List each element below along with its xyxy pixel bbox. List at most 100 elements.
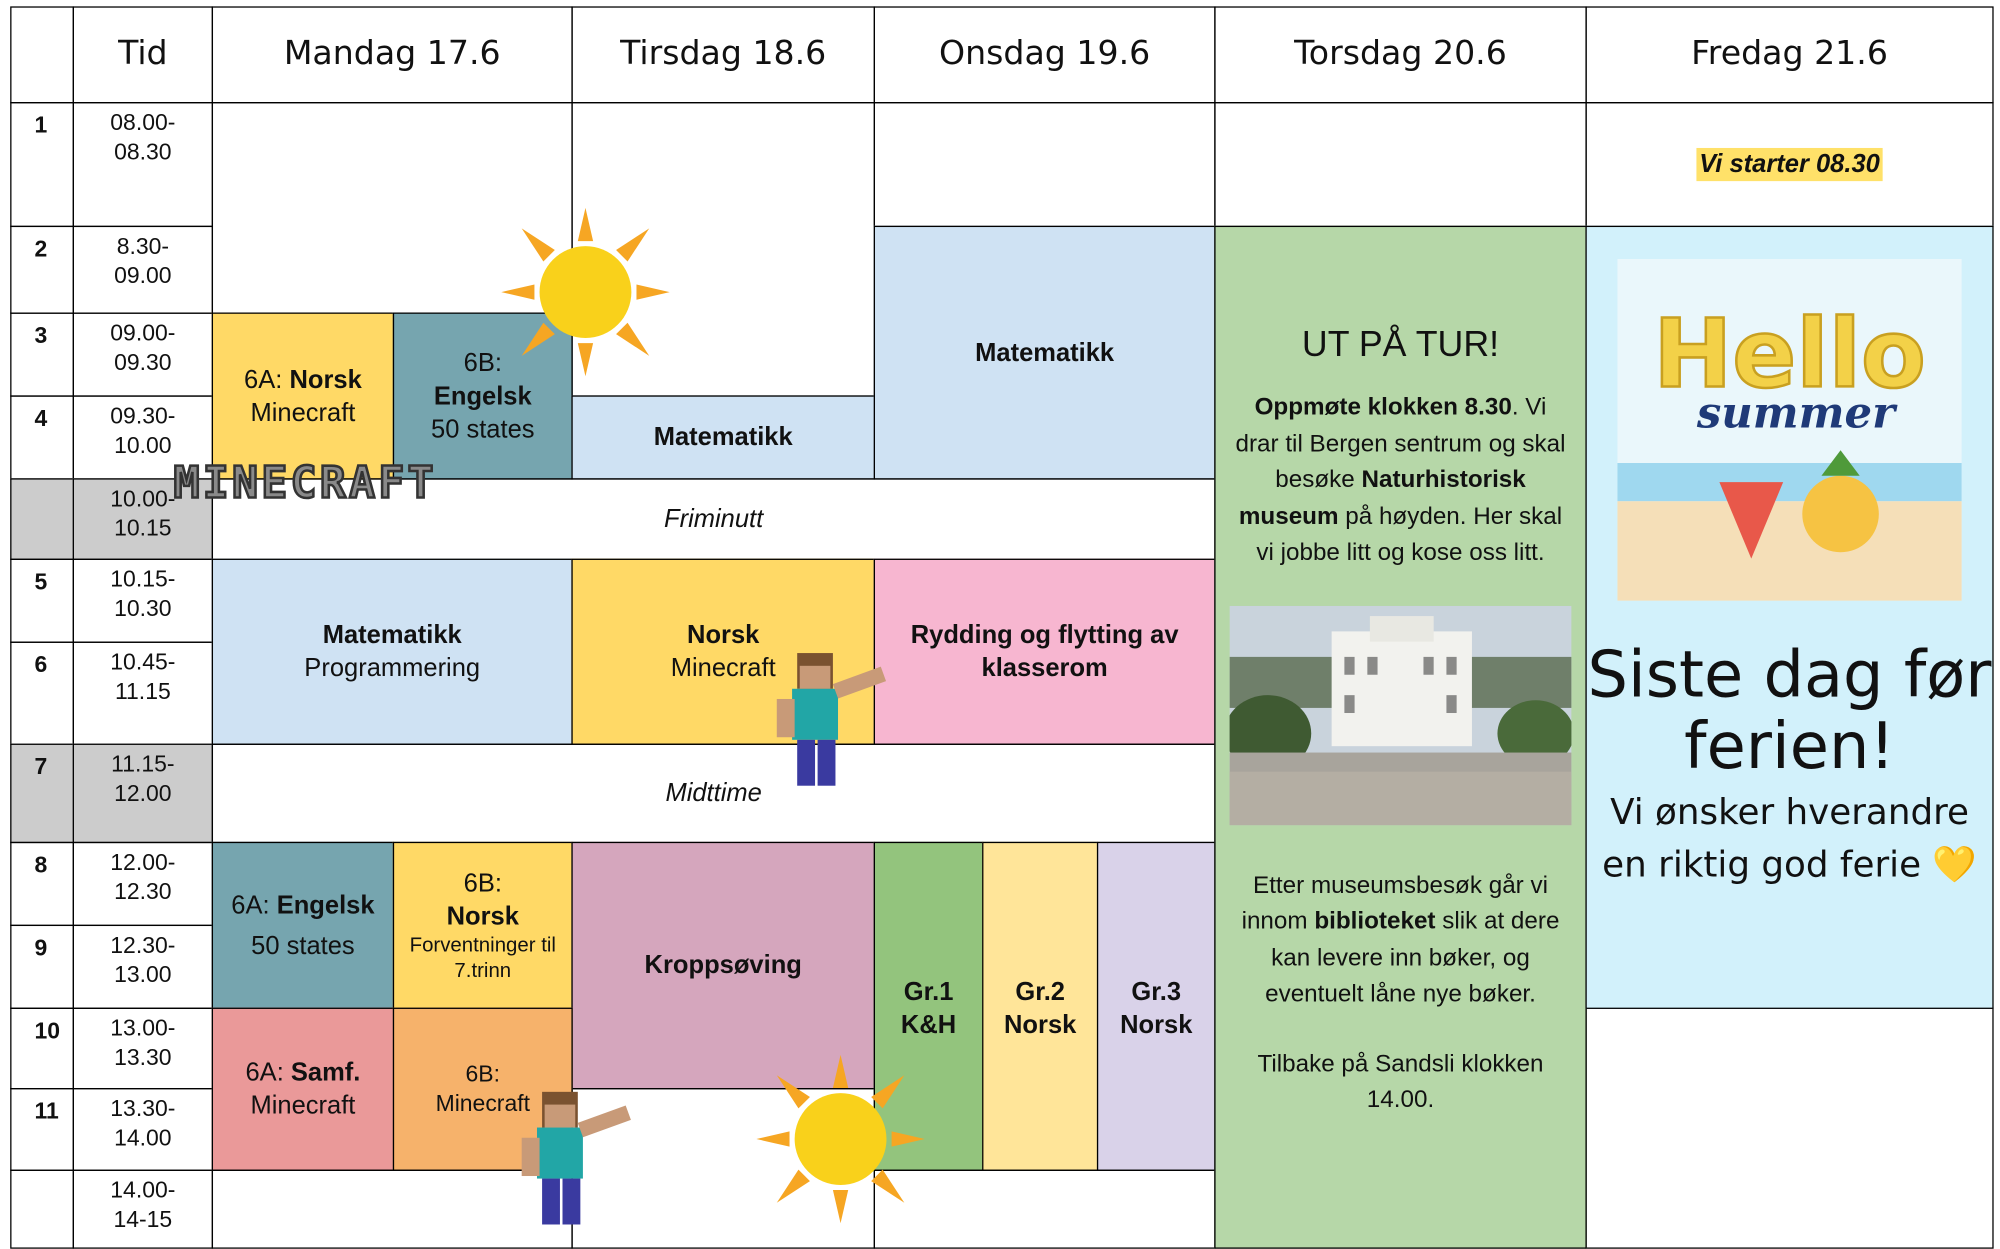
time-line: 12.30 [114, 879, 172, 905]
header-cell: Torsdag 20.6 [1214, 6, 1587, 104]
topic: 50 states [431, 415, 535, 444]
time-line: 10.00- [110, 485, 176, 512]
lesson-cell: Norsk Minecraft [571, 558, 875, 745]
subject: Matematikk [975, 338, 1115, 367]
empty-cell [571, 102, 875, 397]
topic: 50 states [251, 931, 355, 960]
period-number-cell: 11 [10, 1088, 74, 1171]
period-number-cell: 10 [10, 1007, 74, 1090]
trip-return: Tilbake på Sandsli klokken 14.00. [1257, 1050, 1544, 1115]
period-number-cell [10, 478, 74, 560]
lesson-cell: Matematikk [873, 225, 1216, 480]
empty-cell [571, 1088, 875, 1249]
bold-text: biblioteket [1314, 908, 1436, 936]
period-number-cell: 4 [10, 395, 74, 480]
time-cell: 13.00- 13.30 [72, 1007, 214, 1090]
subject: Matematikk [653, 423, 793, 452]
period-number: 3 [34, 322, 48, 349]
time-line: 10.45- [110, 649, 176, 675]
time-cell: 12.30- 13.00 [72, 924, 214, 1009]
subject: Norsk [446, 903, 519, 932]
message: Vi ønsker hverandre en riktig god ferie … [1602, 790, 1977, 885]
lesson-cell: 6B: Norsk Forventninger til 7.trinn [392, 841, 573, 1009]
lesson-cell: 6A: Norsk Minecraft [211, 312, 395, 480]
text: slik at dere kan levere inn bøker, og ev… [1265, 908, 1560, 1009]
day-header: Torsdag 20.6 [1294, 34, 1507, 73]
time-cell: 8.30- 09.00 [72, 225, 214, 314]
time-cell: 13.30- 14.00 [72, 1088, 214, 1171]
text: . Vi drar til Bergen sentrum og skal bes… [1235, 394, 1566, 495]
time-line: 12.00- [110, 849, 176, 875]
summer-image: Hello summer [1617, 258, 1962, 601]
lesson-cell: Gr.1 K&H [873, 841, 984, 1171]
lesson-cell: Matematikk [571, 395, 875, 480]
lesson-cell: Gr.3 Norsk [1096, 841, 1216, 1171]
time-line: 08.30 [114, 139, 172, 166]
topic: Minecraft [250, 398, 356, 427]
subject: Engelsk [433, 382, 532, 411]
subject: Norsk [1004, 1011, 1077, 1040]
group: Gr.2 [1015, 978, 1065, 1007]
group: 6A: [231, 890, 270, 920]
period-number-cell: 6 [10, 641, 74, 745]
time-line: 10.15 [114, 515, 172, 542]
period-number: 7 [34, 753, 48, 780]
subject: Norsk [687, 621, 760, 650]
time-cell: 08.00- 08.30 [72, 102, 214, 228]
lesson-cell: Vi starter 08.30 [1585, 102, 1994, 228]
lesson-cell: Rydding og flytting av klasserom [873, 558, 1216, 745]
time-cell: 14.00- 14-15 [72, 1169, 214, 1249]
trip-intro: Oppmøte klokken 8.30. Vi drar til Bergen… [1231, 391, 1570, 573]
time-cell: 09.00- 09.30 [72, 312, 214, 397]
day-header: Tirsdag 18.6 [620, 34, 827, 73]
period-number: 2 [34, 235, 48, 262]
topic: Forventninger til 7.trinn [409, 935, 556, 982]
time-line: 14-15 [113, 1207, 173, 1233]
topic: Minecraft [250, 1091, 356, 1120]
lesson-cell: 6B: Minecraft [392, 1007, 573, 1171]
break: Friminutt [664, 505, 764, 534]
last-day-cell: Hello summer Siste dag før ferien! Vi øn… [1585, 225, 1994, 1009]
group: 6A: [244, 365, 283, 394]
day-header: Onsdag 19.6 [939, 34, 1151, 73]
topic: Minecraft [435, 1090, 530, 1117]
header-time: Tid [118, 34, 168, 73]
time-line: 08.00- [110, 109, 176, 136]
time-line: 14.00 [114, 1125, 172, 1152]
time-line: 09.30- [110, 403, 176, 429]
period-number: 10 [34, 1017, 60, 1044]
period-number-cell: 9 [10, 924, 74, 1009]
time-line: 14.00- [110, 1177, 176, 1203]
group: 6A: [245, 1058, 284, 1087]
period-number-cell: 2 [10, 225, 74, 314]
period-number-cell [10, 1169, 74, 1249]
time-line: 11.15- [111, 751, 175, 777]
lesson-cell: 6A: Engelsk 50 states [211, 841, 395, 1009]
trip-after: Etter museumsbesøk går vi innom bibliote… [1231, 868, 1570, 1013]
text: på høyden. Her skal vi jobbe litt og kos… [1256, 503, 1563, 567]
bold-text: Oppmøte klokken 8.30 [1254, 394, 1512, 422]
empty-cell [1585, 1007, 1994, 1249]
time-cell: 09.30- 10.00 [72, 395, 214, 480]
time-line: 13.30- [110, 1095, 176, 1122]
corner-cell [10, 6, 74, 104]
time-line: 09.00 [114, 263, 172, 289]
time-line: 09.00- [110, 320, 176, 346]
period-number: 11 [34, 1098, 59, 1124]
period-number-cell: 8 [10, 841, 74, 927]
image-title: Hello [1653, 299, 1926, 409]
lesson-cell: Matematikk Programmering [211, 558, 573, 745]
header-cell: Tirsdag 18.6 [571, 6, 875, 104]
museum-photo [1229, 605, 1572, 826]
lesson-cell: 6A: Samf. Minecraft [211, 1007, 395, 1171]
subject: Samf. [290, 1058, 361, 1087]
time-line: 12.00 [114, 781, 172, 807]
time-line: 10.30 [114, 596, 172, 622]
period-number: 9 [34, 934, 48, 961]
period-number-cell: 3 [10, 312, 74, 397]
empty-cell [211, 1169, 573, 1249]
time-line: 10.00 [114, 432, 172, 459]
subject: Matematikk [322, 621, 462, 650]
